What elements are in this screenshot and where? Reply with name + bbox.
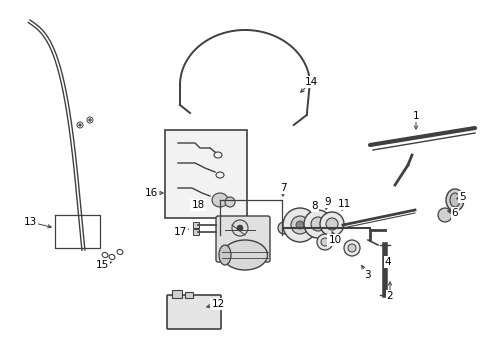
Circle shape	[278, 222, 289, 234]
Ellipse shape	[437, 208, 451, 222]
Text: 3: 3	[363, 270, 369, 280]
Text: 18: 18	[191, 200, 204, 210]
Text: 8: 8	[311, 201, 318, 211]
Circle shape	[283, 208, 316, 242]
Text: 14: 14	[304, 77, 317, 87]
Circle shape	[319, 212, 343, 236]
Circle shape	[347, 244, 355, 252]
Bar	[193, 229, 199, 235]
Bar	[184, 292, 193, 298]
Circle shape	[325, 218, 337, 230]
Text: 13: 13	[23, 217, 37, 227]
Bar	[172, 290, 182, 298]
Circle shape	[304, 210, 331, 238]
Circle shape	[89, 119, 91, 121]
Text: 15: 15	[95, 260, 108, 270]
Circle shape	[79, 124, 81, 126]
Circle shape	[295, 221, 304, 229]
Text: 16: 16	[144, 188, 157, 198]
Ellipse shape	[219, 245, 230, 265]
Ellipse shape	[449, 193, 459, 207]
FancyBboxPatch shape	[216, 216, 269, 262]
Ellipse shape	[224, 197, 235, 207]
Text: 1: 1	[412, 111, 418, 121]
Text: 12: 12	[211, 299, 224, 309]
Circle shape	[320, 238, 328, 246]
Text: 5: 5	[458, 192, 465, 202]
Circle shape	[343, 240, 359, 256]
Text: 2: 2	[386, 291, 392, 301]
Text: 10: 10	[328, 235, 341, 245]
Text: 9: 9	[324, 197, 331, 207]
Circle shape	[316, 234, 332, 250]
Circle shape	[290, 216, 308, 234]
Text: 6: 6	[451, 208, 457, 218]
Text: 4: 4	[384, 257, 390, 267]
Ellipse shape	[212, 193, 227, 207]
Ellipse shape	[445, 189, 463, 211]
Text: 7: 7	[279, 183, 286, 193]
Text: 17: 17	[173, 227, 186, 237]
Text: 11: 11	[337, 199, 350, 209]
Circle shape	[237, 225, 243, 231]
FancyBboxPatch shape	[167, 295, 221, 329]
Ellipse shape	[222, 240, 267, 270]
Bar	[193, 222, 199, 228]
Bar	[164, 130, 246, 218]
Circle shape	[310, 217, 325, 231]
